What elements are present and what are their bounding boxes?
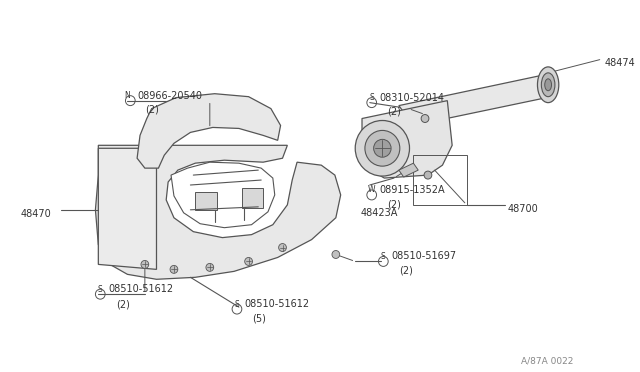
Bar [195,192,216,210]
Polygon shape [171,162,275,228]
Circle shape [332,250,340,259]
Text: 08510-51612: 08510-51612 [108,284,173,294]
Circle shape [278,244,286,251]
Text: (2): (2) [145,105,159,115]
Circle shape [206,263,214,271]
Polygon shape [399,76,556,125]
Text: 48470: 48470 [20,209,52,219]
Polygon shape [362,101,452,178]
Text: (5): (5) [252,313,266,323]
Text: 48700: 48700 [508,204,538,214]
Text: A/87A 0022: A/87A 0022 [521,357,573,366]
Text: S: S [235,299,239,309]
Circle shape [374,140,391,157]
Polygon shape [137,94,280,168]
Circle shape [170,265,178,273]
Bar [242,188,263,208]
Circle shape [355,121,410,176]
Text: 48423A: 48423A [360,208,397,218]
Text: 08510-51612: 08510-51612 [244,299,310,309]
Text: 08310-52014: 08310-52014 [380,93,444,103]
Text: S: S [98,285,102,294]
Ellipse shape [545,79,552,91]
Circle shape [421,115,429,122]
Ellipse shape [541,73,555,97]
Polygon shape [95,145,340,279]
Polygon shape [99,148,157,269]
Text: S: S [381,252,386,261]
Text: S: S [369,93,374,102]
Text: (2): (2) [116,299,130,309]
Text: 08915-1352A: 08915-1352A [380,185,445,195]
Text: N: N [125,91,131,100]
Text: 48474: 48474 [604,58,635,68]
Text: 08510-51697: 08510-51697 [391,251,456,262]
Text: (2): (2) [387,200,401,210]
Text: (2): (2) [387,107,401,116]
Ellipse shape [538,67,559,103]
Text: (2): (2) [399,265,413,275]
Circle shape [365,131,400,166]
Text: 08966-20540: 08966-20540 [137,91,202,101]
Polygon shape [399,163,418,177]
Text: W: W [368,186,376,195]
Circle shape [424,171,432,179]
Circle shape [244,257,252,265]
Bar [413,155,467,205]
Circle shape [141,260,148,268]
